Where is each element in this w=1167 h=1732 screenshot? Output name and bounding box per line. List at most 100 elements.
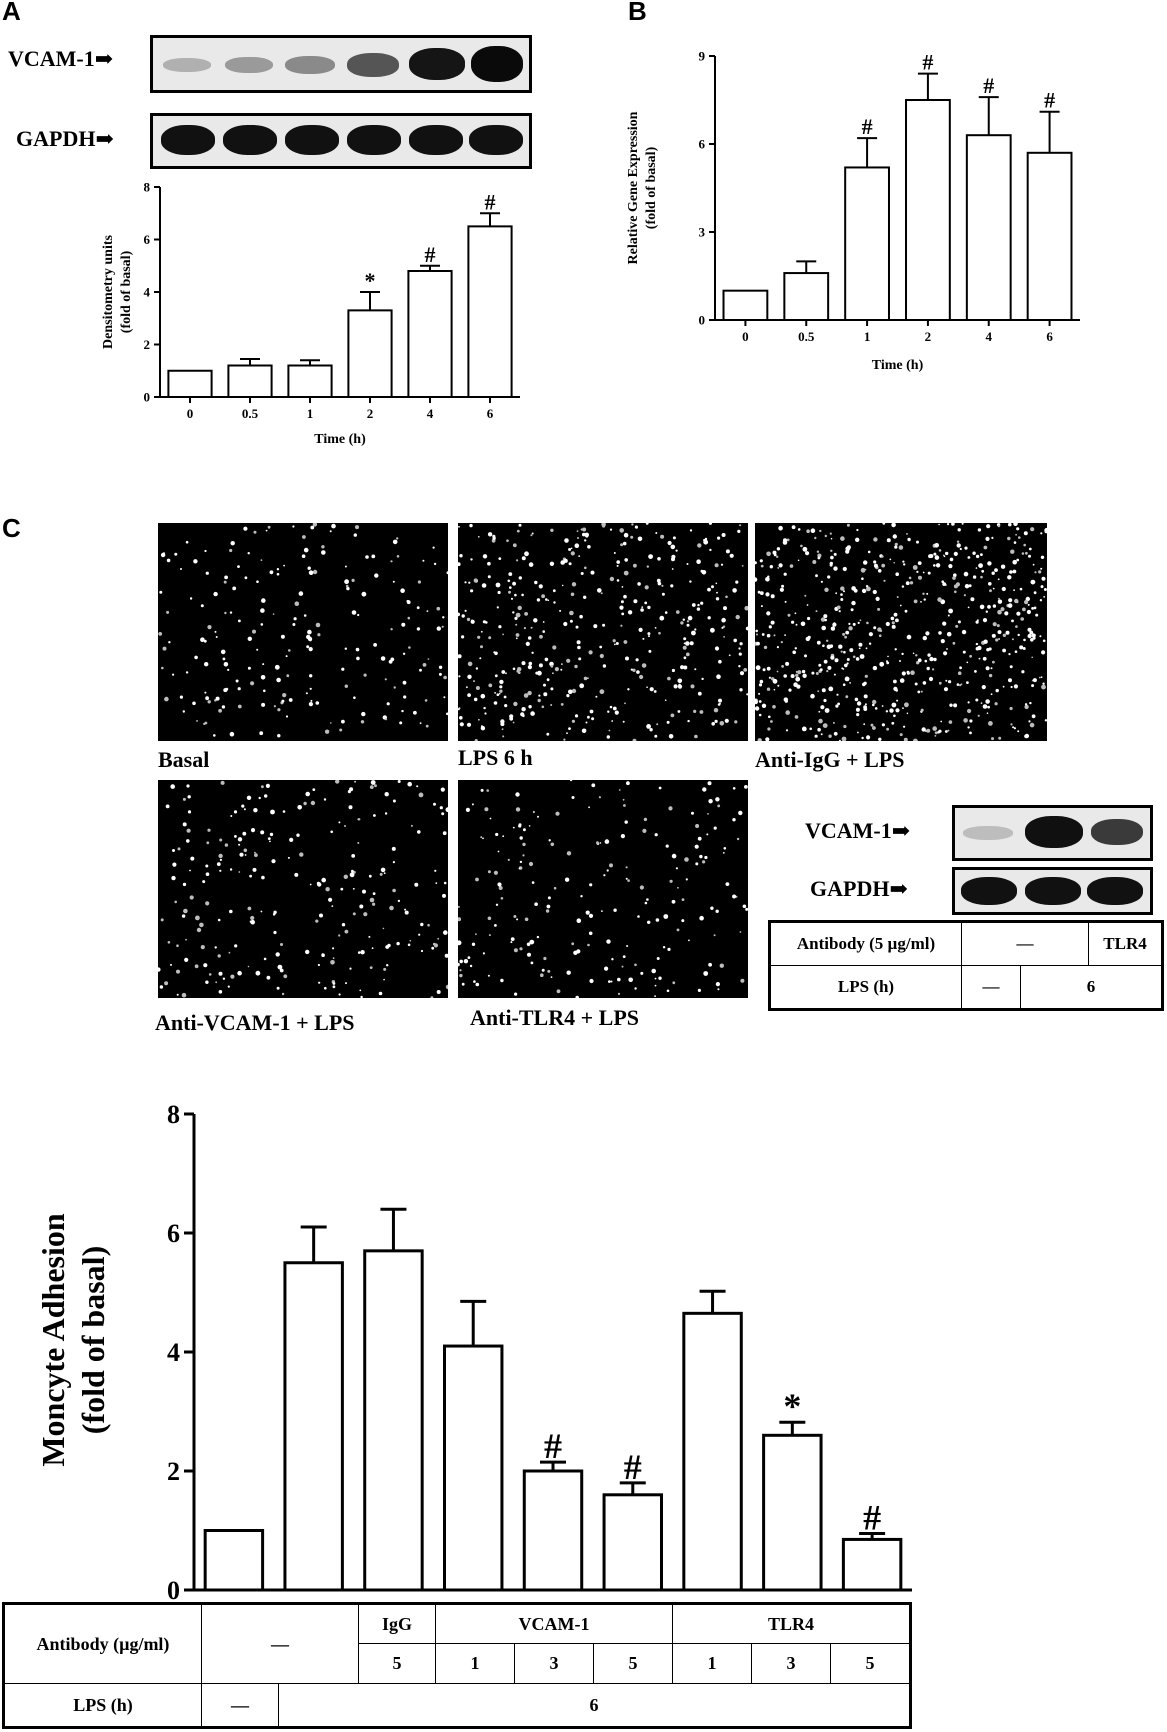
significance-mark: # — [624, 1447, 642, 1487]
band — [471, 46, 523, 82]
micrograph-lps — [458, 523, 748, 741]
band — [161, 125, 215, 155]
micrograph-basal — [158, 523, 448, 741]
bar — [283, 1261, 344, 1592]
band — [961, 877, 1017, 905]
lps-none: — — [201, 1683, 279, 1728]
dose-vcam-5: 5 — [593, 1643, 673, 1684]
band — [1091, 819, 1143, 845]
blot-c-gapdh-label: GAPDH➡ — [810, 876, 908, 901]
x-tick-label: 0 — [187, 406, 194, 421]
bar — [602, 1493, 663, 1592]
significance-mark: # — [1044, 88, 1055, 113]
bar — [965, 134, 1012, 321]
y-tick-label: 8 — [167, 1100, 180, 1129]
lps-none: — — [961, 965, 1021, 1010]
dose-vcam-3: 3 — [514, 1643, 594, 1684]
x-tick-label: 4 — [986, 329, 993, 344]
bar — [682, 1311, 743, 1592]
x-tick-label: 4 — [427, 406, 434, 421]
dose-tlr4-1: 1 — [672, 1643, 752, 1684]
bar — [841, 1537, 903, 1592]
bar — [783, 272, 830, 321]
y-tick-label: 4 — [144, 285, 151, 300]
antibody-none: — — [961, 921, 1089, 966]
band — [963, 826, 1013, 840]
y-label-line: Densitometry units — [101, 234, 116, 348]
y-label-line: (fold of basal) — [75, 1246, 111, 1434]
band — [285, 125, 339, 155]
caption-lps: LPS 6 h — [458, 745, 533, 770]
y-tick-label: 6 — [699, 137, 706, 152]
y-tick-label: 2 — [144, 337, 151, 352]
band — [409, 48, 465, 80]
blot-a-vcam-label: VCAM-1➡ — [8, 46, 114, 71]
caption-basal: Basal — [158, 747, 210, 772]
y-label-line: (fold of basal) — [119, 250, 134, 333]
caption-anti-vcam: Anti-VCAM-1 + LPS — [155, 1010, 355, 1035]
dose-vcam-1: 1 — [435, 1643, 515, 1684]
dose-tlr4-3: 3 — [751, 1643, 831, 1684]
dose-tlr4-5: 5 — [830, 1643, 911, 1684]
significance-mark: * — [783, 1386, 801, 1426]
band — [1087, 877, 1143, 905]
bottom-condition-table: Antibody (µg/ml) — IgG VCAM-1 TLR4 5 1 3… — [2, 1602, 912, 1729]
panel-letter-b: B — [628, 0, 647, 26]
significance-mark: # — [485, 189, 496, 214]
x-tick-label: 0 — [742, 329, 749, 344]
band — [223, 125, 277, 155]
bar — [467, 225, 513, 398]
lps-value: 6 — [1020, 965, 1163, 1010]
chart-a: 0 2 4 6 8 0 0.5 1 * 2 #4 #6 Time (h) Densitometry uni… — [101, 180, 520, 447]
y-label-line: Moncyte Adhesion — [35, 1213, 71, 1467]
panel-letter-c: C — [2, 513, 21, 543]
bar — [722, 289, 769, 322]
micrograph-anti-igg — [755, 523, 1047, 741]
bar — [363, 1249, 424, 1592]
significance-mark: # — [983, 73, 994, 98]
y-tick-label: 2 — [167, 1457, 180, 1486]
antibody-vcam: VCAM-1 — [435, 1603, 673, 1644]
x-tick-label: 1 — [307, 406, 314, 421]
x-tick-label: 1 — [864, 329, 871, 344]
antibody-label: Antibody (5 µg/ml) — [769, 921, 962, 966]
band — [225, 57, 273, 73]
bar — [167, 369, 213, 398]
bar — [347, 309, 393, 398]
lps-label: LPS (h) — [769, 965, 962, 1010]
bar — [443, 1344, 504, 1592]
blot-c-gapdh-strip — [952, 867, 1153, 915]
band — [163, 58, 211, 72]
panel-letter-a: A — [2, 0, 21, 26]
x-tick-label: 6 — [1046, 329, 1053, 344]
bar — [844, 166, 890, 322]
blot-c-vcam-strip — [952, 805, 1153, 861]
chart-c: 0 2 4 6 8 # # * # Moncyte Adhesion (fold of basal) — [35, 1100, 912, 1605]
chart-b: 0 3 6 9 0 0.5 #1 #2 #4 #6 Time (h) Relative Gene Ex… — [626, 49, 1080, 373]
band — [1025, 816, 1083, 848]
bar — [227, 364, 273, 398]
antibody-tlr4: TLR4 — [672, 1603, 911, 1644]
antibody-igg: IgG — [358, 1603, 436, 1644]
antibody-label: Antibody (µg/ml) — [3, 1603, 202, 1684]
bar — [522, 1469, 584, 1592]
band — [1025, 877, 1081, 905]
blot-a-vcam-strip — [150, 35, 532, 93]
y-axis-label: Moncyte Adhesion (fold of basal) — [35, 1213, 111, 1467]
y-tick-label: 8 — [144, 180, 151, 195]
significance-mark: # — [922, 50, 933, 75]
x-tick-label: 0.5 — [798, 329, 815, 344]
blot-a-gapdh-label: GAPDH➡ — [16, 126, 114, 151]
blot-a-gapdh-strip — [150, 113, 532, 169]
y-axis-label: Relative Gene Expression (fold of basal) — [626, 111, 659, 264]
lps-label: LPS (h) — [3, 1683, 202, 1728]
blot-c-vcam-label: VCAM-1➡ — [805, 818, 911, 843]
y-tick-label: 0 — [144, 390, 151, 405]
y-label-line: (fold of basal) — [644, 146, 659, 229]
y-tick-label: 0 — [167, 1576, 180, 1605]
lps-value: 6 — [278, 1683, 911, 1728]
bar — [762, 1433, 823, 1592]
bar — [1026, 151, 1073, 321]
significance-mark: * — [365, 268, 376, 293]
y-tick-label: 6 — [167, 1219, 180, 1248]
